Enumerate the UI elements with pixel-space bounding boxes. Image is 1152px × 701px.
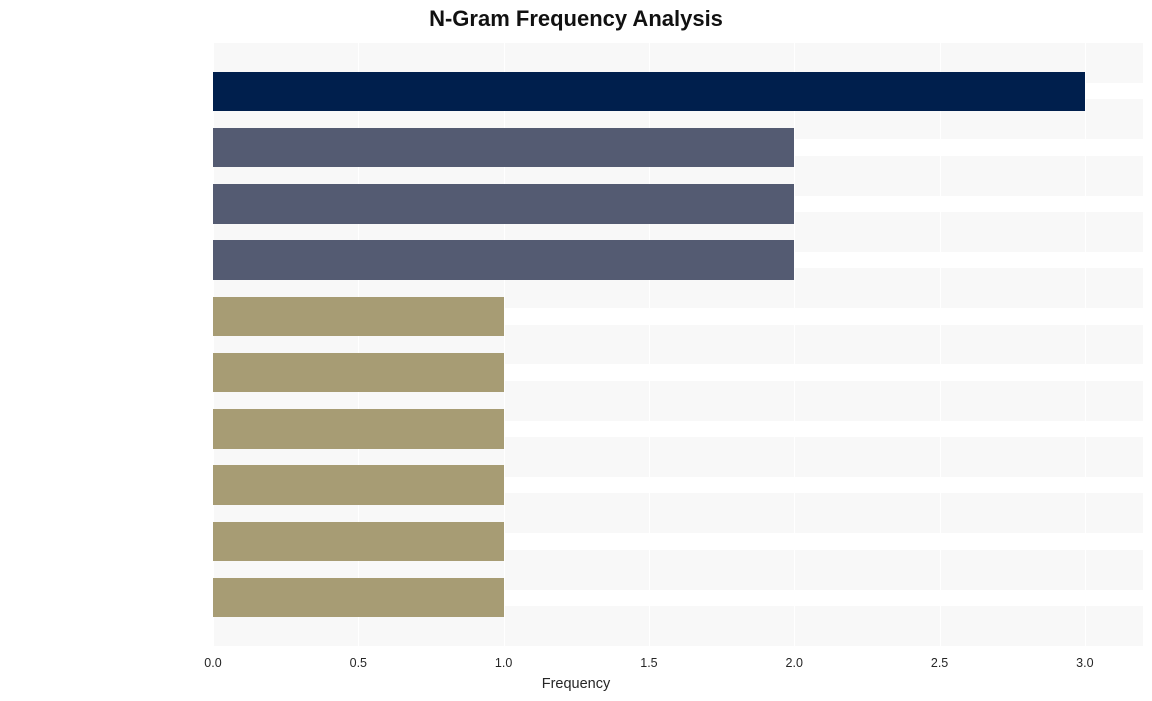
chart-title: N-Gram Frequency Analysis [0, 6, 1152, 32]
grid-line [1085, 35, 1086, 654]
plot-area [213, 35, 1143, 654]
bar [213, 72, 1085, 111]
x-tick-label: 2.5 [931, 656, 948, 670]
grid-line [940, 35, 941, 654]
bar [213, 522, 504, 561]
x-tick-label: 0.0 [204, 656, 221, 670]
bar [213, 240, 794, 279]
bar [213, 409, 504, 448]
x-tick-label: 1.0 [495, 656, 512, 670]
bar [213, 353, 504, 392]
bar [213, 297, 504, 336]
bar [213, 184, 794, 223]
row-gap-band [213, 646, 1143, 654]
x-tick-label: 3.0 [1076, 656, 1093, 670]
x-tick-label: 0.5 [350, 656, 367, 670]
x-tick-label: 2.0 [786, 656, 803, 670]
row-gap-band [213, 35, 1143, 43]
ngram-chart: N-Gram Frequency Analysis anti muslim ha… [0, 0, 1152, 701]
bar [213, 465, 504, 504]
x-axis-title: Frequency [0, 676, 1152, 692]
bar [213, 128, 794, 167]
x-tick-label: 1.5 [640, 656, 657, 670]
bar [213, 578, 504, 617]
grid-line [794, 35, 795, 654]
